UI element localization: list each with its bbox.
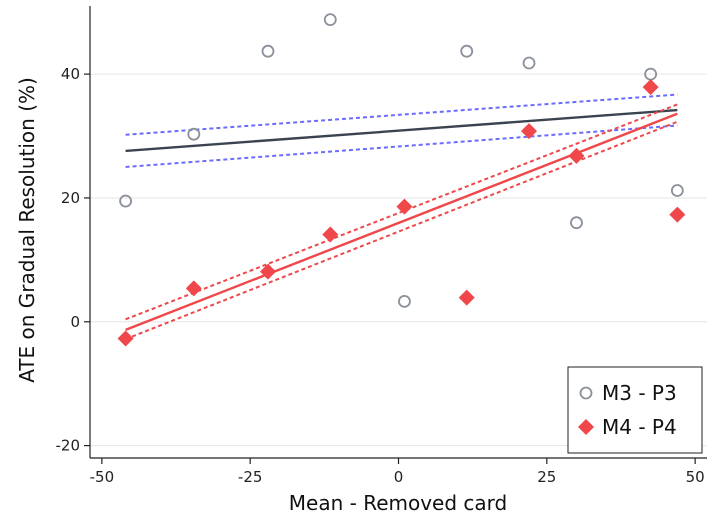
x-tick-label: -50 <box>90 468 115 486</box>
x-axis-title: Mean - Removed card <box>289 491 507 515</box>
point-m3-p3 <box>570 216 583 230</box>
y-tick-label: 20 <box>61 189 80 207</box>
fit-line-m4-p4 <box>125 112 678 331</box>
point-m3-p3 <box>261 44 275 58</box>
y-tick-label: 0 <box>70 313 80 331</box>
ci-upper-line-m4-p4 <box>125 103 678 321</box>
point-m4-p4 <box>185 280 202 297</box>
x-tick-label: 50 <box>686 468 705 486</box>
ci-lower-line-m3-p3 <box>125 124 678 168</box>
y-tick-label: -20 <box>56 437 81 455</box>
point-m4-p4 <box>642 79 659 96</box>
point-m3-p3 <box>398 294 411 308</box>
point-m4-p4 <box>458 289 475 306</box>
point-m3-p3 <box>522 56 536 70</box>
point-m3-p3 <box>323 13 337 27</box>
point-m4-p4 <box>117 330 134 347</box>
legend-box <box>567 366 703 454</box>
point-m3-p3 <box>670 184 684 197</box>
legend: M3 - P3 M4 - P4 <box>567 366 703 454</box>
fit-lines <box>125 93 678 341</box>
point-m3-p3 <box>119 194 132 208</box>
legend-label-m4-p4: M4 - P4 <box>602 415 677 439</box>
x-tick-label: 0 <box>394 468 404 486</box>
x-tick-label: -25 <box>238 468 263 486</box>
y-tick-label: 40 <box>61 65 80 83</box>
ci-upper-line-m3-p3 <box>125 93 678 136</box>
point-m4-p4 <box>521 123 538 140</box>
point-m4-p4 <box>568 147 585 164</box>
data-points <box>117 13 686 347</box>
fit-line-m3-p3 <box>125 108 678 153</box>
point-m4-p4 <box>259 263 276 280</box>
legend-label-m3-p3: M3 - P3 <box>602 381 677 405</box>
point-m4-p4 <box>669 206 686 223</box>
legend-marker-m4-p4 <box>578 419 594 435</box>
point-m4-p4 <box>396 198 413 215</box>
x-tick-label: 25 <box>537 468 556 486</box>
ci-lower-line-m4-p4 <box>125 120 678 341</box>
tick-labels: -20 0 20 40 -50 -25 0 25 50 <box>56 65 705 486</box>
point-m3-p3 <box>460 44 474 58</box>
legend-marker-m3-p3 <box>579 386 593 400</box>
point-m3-p3 <box>187 127 201 141</box>
point-m4-p4 <box>322 226 339 243</box>
y-axis-title: ATE on Gradual Resolution (%) <box>15 77 39 383</box>
